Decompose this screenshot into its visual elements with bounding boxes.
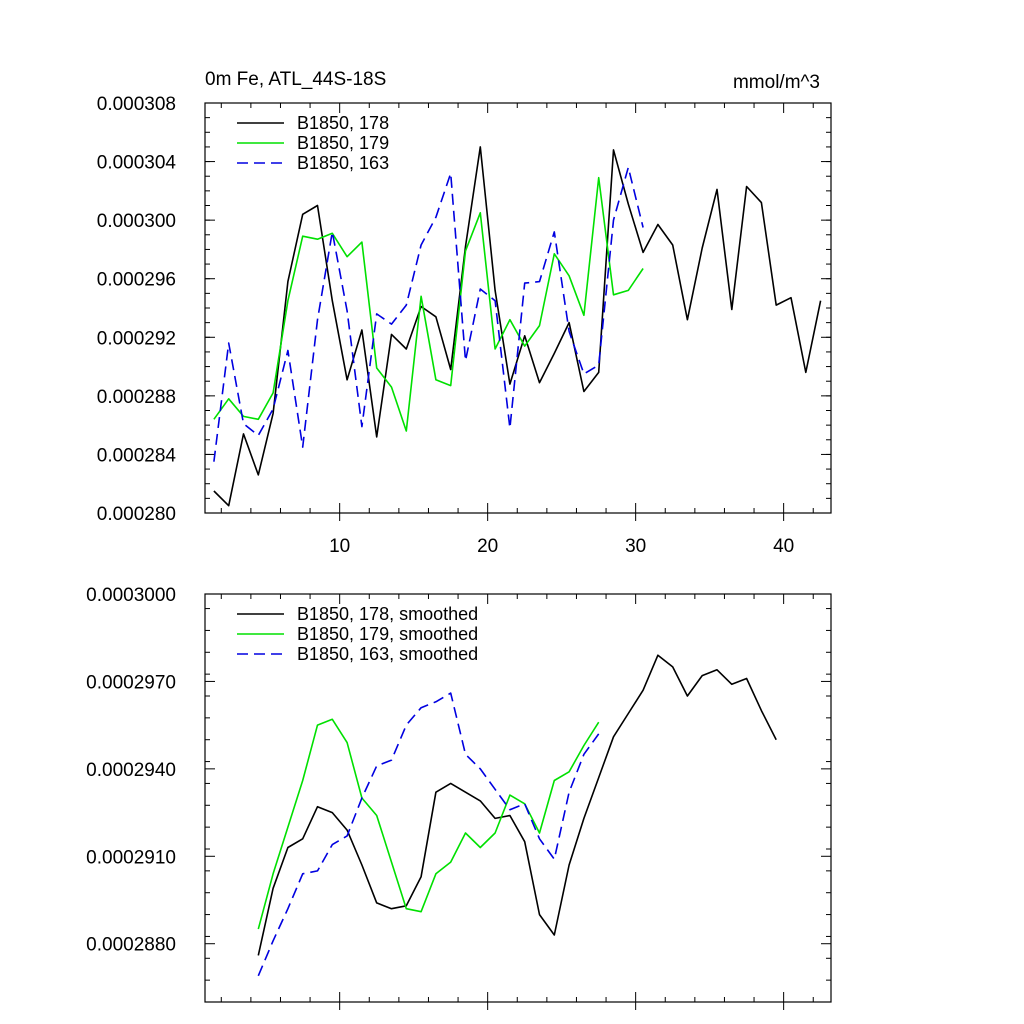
x-tick-label: 40	[773, 536, 794, 557]
x-tick-label: 20	[477, 536, 498, 557]
x-tick-label: 10	[329, 536, 350, 557]
series-line	[213, 176, 644, 432]
series-line	[213, 166, 644, 462]
y-tick-label: 0.0002910	[86, 847, 176, 868]
y-tick-label: 0.000308	[97, 94, 176, 115]
y-tick-label: 0.000280	[97, 504, 176, 525]
legend-label: B1850, 179	[297, 133, 389, 153]
x-tick-label: 30	[625, 536, 646, 557]
y-tick-label: 0.000304	[97, 153, 177, 174]
y-tick-label: 0.0002940	[86, 760, 176, 781]
units-label: mmol/m^3	[733, 72, 820, 93]
y-tick-label: 0.000300	[97, 211, 176, 232]
legend-label: B1850, 179, smoothed	[297, 624, 478, 644]
series-line	[257, 654, 777, 956]
y-tick-label: 0.000296	[97, 270, 176, 291]
y-tick-label: 0.000284	[97, 445, 177, 466]
legend-label: B1850, 163	[297, 153, 389, 173]
chart-title: 0m Fe, ATL_44S-18S	[205, 69, 386, 90]
y-tick-label: 0.000292	[97, 328, 176, 349]
series-line	[213, 146, 822, 507]
bottom-panel: 0.0002880 0.0002910 0.0002940 0.0002970 0.00…	[86, 585, 832, 1010]
y-tick-label: 0.0002970	[86, 672, 176, 693]
y-tick-label: 0.0002880	[86, 935, 176, 956]
y-tick-label: 0.0003000	[86, 585, 176, 606]
top-panel: 10 20 30 40 0.000280 0.000284 0.000288 0.000292…	[97, 69, 832, 557]
series-line	[257, 692, 600, 977]
series-line	[257, 718, 600, 930]
plot-frame	[204, 593, 832, 1003]
legend-label: B1850, 178, smoothed	[297, 604, 478, 624]
y-tick-label: 0.000288	[97, 387, 176, 408]
legend-label: B1850, 178	[297, 113, 389, 133]
legend-label: B1850, 163, smoothed	[297, 644, 478, 664]
